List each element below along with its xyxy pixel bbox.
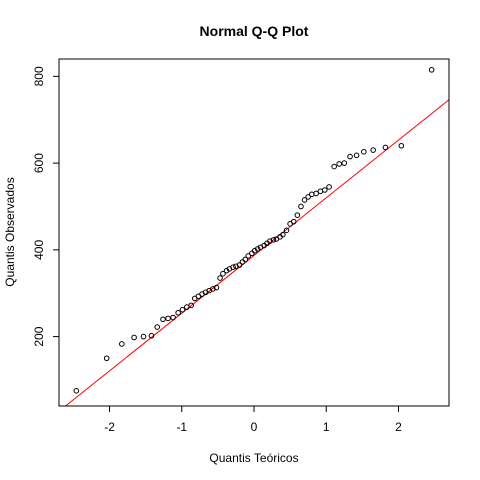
data-point: [188, 302, 194, 309]
data-point: [360, 149, 367, 155]
data-point: [213, 284, 220, 291]
data-point: [217, 275, 223, 281]
reference-line-layer: [65, 99, 450, 407]
y-tick-label: 200: [32, 326, 46, 346]
data-point: [210, 286, 216, 292]
data-point: [220, 270, 226, 277]
data-point: [341, 160, 348, 166]
data-point: [305, 194, 311, 200]
plot-frame: [58, 58, 450, 407]
data-point: [175, 309, 181, 316]
data-point: [251, 247, 258, 254]
data-point: [321, 187, 328, 193]
data-point: [170, 314, 176, 321]
y-axis-label: Quantis Observados: [3, 177, 17, 286]
data-point: [179, 306, 186, 313]
x-tick-label: -2: [104, 420, 115, 434]
data-point: [242, 256, 249, 263]
data-point: [148, 332, 155, 339]
data-point: [283, 227, 290, 234]
x-tick-label: 1: [323, 420, 330, 434]
data-point: [280, 231, 286, 238]
x-tick-label: 2: [395, 420, 402, 434]
data-point: [154, 324, 161, 330]
data-point: [428, 67, 435, 73]
data-point: [326, 184, 332, 190]
data-point: [331, 163, 337, 170]
data-point: [254, 246, 261, 252]
data-point: [73, 388, 80, 394]
x-tick-label: 0: [251, 420, 258, 434]
data-point: [233, 263, 239, 270]
axis-ticks: -2 -1 0 1 2 200 400 600 800: [32, 66, 402, 434]
data-point: [223, 267, 230, 274]
data-point: [370, 147, 376, 153]
data-points: [73, 67, 435, 394]
x-axis-label: Quantis Teóricos: [209, 451, 298, 465]
data-point: [103, 355, 110, 362]
data-point: [301, 197, 308, 203]
chart-title: Normal Q-Q Plot: [200, 23, 309, 39]
data-point: [230, 264, 236, 271]
data-point: [267, 238, 273, 244]
data-point: [245, 253, 252, 259]
data-point: [398, 142, 405, 149]
data-point: [294, 212, 301, 218]
data-point: [160, 316, 166, 323]
data-point: [290, 218, 297, 225]
y-tick-label: 600: [32, 153, 46, 173]
data-point: [270, 237, 277, 243]
reference-line: [65, 99, 450, 407]
y-tick-label: 800: [32, 66, 46, 86]
data-point: [131, 334, 137, 341]
y-tick-label: 400: [32, 240, 46, 260]
data-point: [347, 153, 353, 160]
data-point: [298, 203, 304, 210]
data-point: [336, 161, 343, 167]
data-point: [165, 315, 171, 322]
data-point: [236, 262, 243, 268]
data-point: [353, 152, 360, 159]
data-point: [119, 341, 125, 347]
data-point: [382, 144, 389, 151]
x-tick-label: -1: [176, 420, 187, 434]
data-point: [313, 190, 319, 197]
data-point: [140, 333, 147, 340]
